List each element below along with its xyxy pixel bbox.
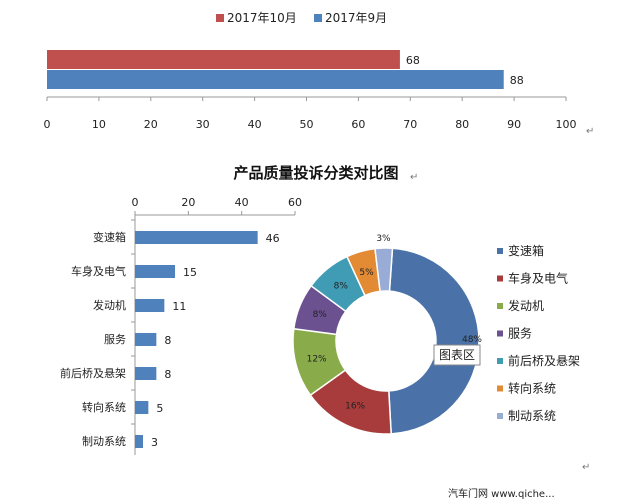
category-label: 服务 (104, 333, 126, 346)
data-label: 8 (164, 368, 171, 381)
legend-swatch (497, 303, 503, 309)
slice-label: 8% (334, 282, 349, 292)
bar (135, 231, 258, 244)
bar-0 (47, 50, 400, 69)
x-tick-label: 40 (248, 118, 262, 131)
x-tick-label: 100 (556, 118, 577, 131)
legend-swatch-1 (314, 14, 322, 22)
chart-title: 产品质量投诉分类对比图 (233, 164, 398, 182)
data-label: 11 (172, 300, 186, 313)
category-label: 制动系统 (82, 435, 126, 448)
slice-label: 12% (307, 354, 327, 364)
watermark: 汽车门网 www.qiche... (448, 487, 555, 500)
category-label: 变速箱 (93, 230, 126, 244)
legend-label: 前后桥及悬架 (508, 353, 580, 368)
category-label: 前后桥及悬架 (60, 366, 126, 380)
data-label: 5 (156, 402, 163, 415)
x-tick-label: 60 (351, 118, 365, 131)
legend-swatch (497, 413, 503, 419)
legend-swatch (497, 248, 503, 254)
donut-slice (374, 247, 394, 293)
top-tick-label: 20 (181, 196, 195, 209)
return-mark: ↵ (410, 172, 418, 183)
slice-label: 5% (359, 268, 374, 278)
x-tick-label: 30 (196, 118, 210, 131)
data-label-0: 68 (406, 54, 420, 67)
slice-label: 16% (345, 401, 365, 411)
legend-swatch-0 (216, 14, 224, 22)
return-mark: ↵ (582, 462, 590, 473)
legend-label-0: 2017年10月 (227, 11, 297, 25)
bar-1 (47, 70, 504, 89)
legend-label: 服务 (508, 326, 532, 341)
category-label: 转向系统 (82, 400, 126, 414)
top-tick-label: 0 (132, 196, 139, 209)
legend-label: 制动系统 (508, 409, 556, 423)
bar (135, 367, 157, 380)
bar (135, 299, 165, 312)
legend-swatch (497, 385, 503, 392)
slice-label: 3% (376, 234, 391, 244)
x-tick-label: 10 (92, 118, 106, 131)
data-label: 3 (151, 436, 158, 449)
legend-label: 车身及电气 (508, 271, 568, 286)
x-tick-label: 50 (300, 118, 314, 131)
bar (135, 401, 149, 414)
data-label-1: 88 (510, 74, 524, 87)
top-tick-label: 40 (235, 196, 249, 209)
x-tick-label: 90 (507, 118, 521, 131)
legend-label: 发动机 (508, 298, 544, 313)
data-label: 15 (183, 266, 197, 279)
x-tick-label: 20 (144, 118, 158, 131)
x-tick-label: 70 (403, 118, 417, 131)
data-label: 8 (164, 334, 171, 347)
slice-label: 48% (462, 335, 482, 345)
legend-swatch (497, 275, 503, 282)
top-tick-label: 60 (288, 196, 302, 209)
bar (135, 265, 175, 278)
legend-swatch (497, 358, 503, 364)
x-tick-label: 0 (44, 118, 51, 131)
return-mark: ↵ (586, 126, 594, 137)
tooltip-text: 图表区 (439, 348, 475, 362)
legend-label: 变速箱 (508, 243, 544, 258)
data-label: 46 (266, 232, 280, 245)
category-label: 发动机 (93, 298, 126, 312)
tooltip-box (433, 344, 481, 366)
x-tick-label: 80 (455, 118, 469, 131)
category-label: 车身及电气 (71, 264, 126, 278)
legend-swatch (497, 330, 503, 337)
legend-label-1: 2017年9月 (325, 11, 387, 25)
bar (135, 435, 143, 448)
donut-slice (388, 247, 480, 435)
bar (135, 333, 157, 346)
slice-label: 8% (313, 310, 328, 320)
legend-label: 转向系统 (508, 381, 556, 396)
